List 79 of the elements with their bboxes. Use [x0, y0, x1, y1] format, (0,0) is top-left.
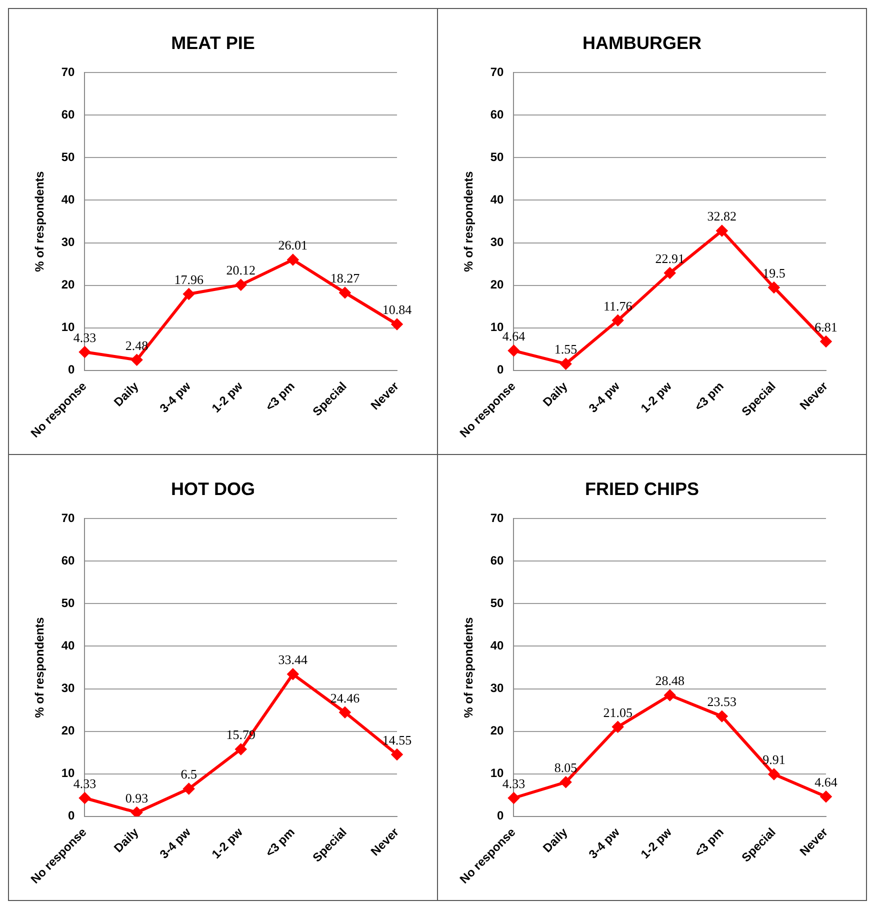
data-label: 4.64	[502, 328, 526, 344]
data-label: 0.93	[125, 790, 148, 806]
y-tick-label: 0	[68, 808, 76, 823]
data-label: 4.33	[73, 330, 96, 345]
data-label: 24.46	[330, 690, 360, 706]
y-tick-label: 70	[61, 510, 76, 525]
x-tick-label: 1-2 pw	[209, 824, 246, 862]
data-label: 2.48	[125, 338, 148, 353]
data-label: 23.53	[707, 694, 737, 710]
data-label: 8.05	[554, 760, 578, 776]
y-tick-label: 70	[490, 510, 504, 525]
y-tick-label: 60	[490, 553, 504, 568]
chart-title: HAMBURGER	[582, 32, 702, 53]
y-tick-label: 10	[61, 766, 76, 780]
y-tick-label: 10	[490, 320, 504, 334]
data-label: 19.5	[762, 265, 786, 280]
data-label: 14.55	[382, 732, 412, 748]
y-tick-label: 40	[61, 192, 76, 207]
data-label: 9.91	[762, 752, 786, 768]
y-tick-label: 0	[68, 362, 76, 377]
y-axis-title: % of respondents	[32, 616, 47, 718]
data-label: 6.81	[814, 319, 838, 334]
y-tick-label: 20	[61, 278, 76, 292]
y-tick-label: 30	[490, 235, 504, 250]
x-tick-label: 1-2 pw	[638, 824, 675, 862]
chart-title: HOT DOG	[171, 478, 255, 499]
data-label: 4.33	[73, 776, 96, 791]
y-tick-label: 40	[490, 638, 504, 653]
data-label: 26.01	[278, 238, 308, 253]
data-label: 21.05	[603, 704, 632, 720]
y-tick-label: 50	[490, 596, 504, 610]
y-tick-label: 10	[490, 766, 504, 780]
data-label: 4.33	[502, 776, 526, 791]
x-tick-label: <3 pm	[262, 379, 298, 414]
data-label: 22.91	[655, 250, 684, 266]
y-tick-label: 50	[61, 596, 76, 610]
y-tick-label: 10	[61, 320, 76, 334]
y-axis-title: % of respondents	[462, 616, 476, 718]
y-tick-label: 50	[61, 150, 76, 164]
y-tick-label: 40	[61, 638, 76, 653]
y-tick-label: 20	[490, 724, 504, 738]
y-tick-label: 30	[61, 235, 76, 250]
y-tick-label: 0	[497, 808, 504, 823]
y-tick-label: 60	[61, 553, 76, 568]
x-tick-label: 3-4 pw	[586, 824, 623, 862]
data-label: 18.27	[330, 270, 360, 286]
x-tick-label: <3 pm	[262, 825, 298, 860]
data-label: 17.96	[174, 272, 204, 287]
data-label: 10.84	[382, 302, 412, 318]
y-tick-label: 40	[490, 192, 504, 207]
x-tick-label: 3-4 pw	[586, 378, 623, 416]
x-tick-label: 1-2 pw	[209, 378, 246, 416]
y-tick-label: 60	[61, 107, 76, 122]
data-label: 1.55	[554, 342, 578, 357]
y-tick-label: 30	[490, 681, 504, 696]
y-tick-label: 20	[61, 724, 76, 738]
chart-title: MEAT PIE	[171, 32, 255, 53]
data-label: 20.12	[226, 262, 256, 278]
x-tick-label: <3 pm	[692, 379, 726, 414]
data-label: 28.48	[655, 673, 684, 688]
y-tick-label: 50	[490, 150, 504, 164]
y-tick-label: 30	[61, 681, 76, 696]
data-label: 11.76	[603, 298, 633, 314]
y-tick-label: 20	[490, 278, 504, 292]
x-tick-label: 3-4 pw	[156, 824, 194, 862]
y-tick-label: 60	[490, 107, 504, 122]
data-label: 33.44	[278, 652, 308, 668]
data-label: 6.5	[180, 766, 197, 782]
data-label: 4.64	[814, 774, 838, 790]
chart-title: FRIED CHIPS	[584, 478, 700, 499]
y-axis-title: % of respondents	[462, 170, 476, 272]
y-tick-label: 0	[497, 362, 504, 377]
x-tick-label: 3-4 pw	[156, 378, 194, 416]
y-axis-title: % of respondents	[32, 170, 47, 272]
x-tick-label: 1-2 pw	[638, 378, 675, 416]
x-tick-label: <3 pm	[692, 825, 726, 860]
y-tick-label: 70	[61, 64, 76, 79]
y-tick-label: 70	[490, 64, 504, 79]
data-label: 32.82	[707, 208, 737, 224]
